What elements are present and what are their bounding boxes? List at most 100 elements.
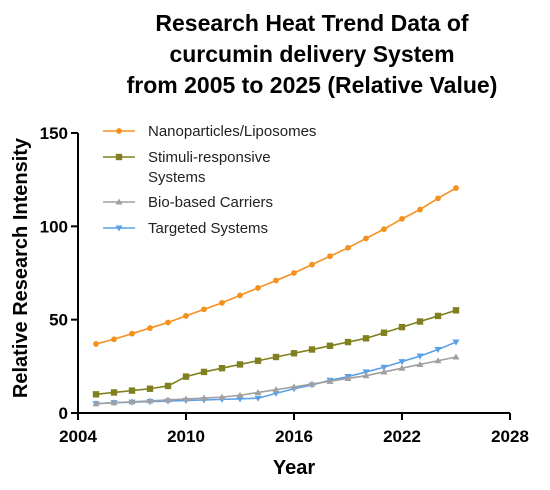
data-point bbox=[165, 319, 171, 326]
data-point bbox=[146, 385, 154, 392]
data-point bbox=[129, 330, 135, 337]
data-point bbox=[416, 353, 424, 360]
data-point bbox=[327, 253, 333, 260]
data-point bbox=[452, 353, 460, 360]
data-point bbox=[164, 396, 172, 403]
data-point bbox=[453, 185, 459, 191]
legend-item-1: Nanoparticles/Liposomes bbox=[103, 123, 316, 140]
data-point bbox=[218, 393, 226, 400]
data-point bbox=[236, 391, 244, 398]
data-point bbox=[182, 395, 190, 402]
series-3 bbox=[92, 353, 460, 407]
legend-label: Systems bbox=[148, 169, 206, 186]
data-point bbox=[344, 338, 352, 346]
legend-label: Stimuli-responsive bbox=[148, 149, 271, 166]
data-point bbox=[237, 292, 243, 299]
data-point bbox=[254, 357, 262, 364]
data-point bbox=[417, 206, 423, 213]
y-tick-label: 150 bbox=[40, 124, 68, 143]
data-point bbox=[254, 395, 262, 402]
data-point bbox=[308, 346, 316, 353]
data-point bbox=[93, 341, 99, 347]
series-line bbox=[95, 187, 457, 345]
axes: 0 50 100 150 2004 2010 2016 2022 2028 bbox=[40, 124, 529, 446]
data-point bbox=[290, 350, 298, 357]
data-point bbox=[452, 339, 460, 346]
data-point bbox=[399, 215, 405, 222]
data-point bbox=[218, 365, 226, 372]
data-point bbox=[110, 389, 118, 396]
legend-swatch-marker bbox=[116, 128, 122, 134]
chart-title: Research Heat Trend Data of curcumin deli… bbox=[127, 10, 498, 98]
data-point bbox=[272, 390, 280, 397]
data-point bbox=[200, 394, 208, 401]
x-tick-label: 2022 bbox=[383, 427, 421, 446]
y-tick-label: 50 bbox=[49, 311, 68, 330]
x-tick-label: 2010 bbox=[167, 427, 205, 446]
legend-label: Nanoparticles/Liposomes bbox=[148, 123, 316, 140]
data-point bbox=[128, 387, 136, 394]
data-point bbox=[254, 388, 262, 396]
data-point bbox=[272, 386, 280, 393]
plot-area bbox=[92, 185, 460, 408]
data-point bbox=[219, 299, 225, 306]
y-axis-label: Relative Research Intensity bbox=[10, 137, 32, 398]
data-point bbox=[110, 399, 118, 406]
data-point bbox=[416, 360, 424, 368]
legend-swatch-marker bbox=[115, 153, 123, 161]
data-point bbox=[92, 400, 100, 407]
y-axis-label-group: Relative Research Intensity bbox=[10, 137, 32, 398]
data-point bbox=[398, 323, 406, 331]
x-tick-label: 2004 bbox=[59, 427, 97, 446]
series-1 bbox=[93, 185, 459, 347]
data-point bbox=[182, 373, 190, 380]
x-tick-label: 2016 bbox=[275, 427, 313, 446]
data-point bbox=[290, 383, 298, 390]
legend-label: Bio-based Carriers bbox=[148, 194, 273, 211]
data-point bbox=[309, 261, 315, 268]
data-point bbox=[434, 346, 442, 354]
data-point bbox=[146, 397, 154, 404]
data-point bbox=[255, 285, 261, 291]
data-point bbox=[380, 368, 388, 375]
legend-item-4: Targeted Systems bbox=[103, 220, 268, 237]
data-point bbox=[345, 244, 351, 251]
data-point bbox=[363, 235, 369, 242]
chart-title-line: from 2005 to 2025 (Relative Value) bbox=[127, 72, 498, 98]
y-tick-label: 100 bbox=[40, 217, 68, 236]
data-point bbox=[434, 312, 442, 320]
data-point bbox=[272, 353, 280, 361]
data-point bbox=[92, 391, 100, 398]
data-point bbox=[380, 329, 388, 336]
data-point bbox=[236, 361, 244, 368]
legend-label: Targeted Systems bbox=[148, 220, 268, 237]
data-point bbox=[164, 382, 172, 390]
data-point bbox=[183, 313, 189, 319]
data-point bbox=[416, 318, 424, 325]
x-tick-label: 2028 bbox=[491, 427, 529, 446]
data-point bbox=[128, 398, 136, 405]
data-point bbox=[273, 277, 279, 284]
data-point bbox=[452, 307, 460, 314]
data-point bbox=[200, 368, 208, 376]
data-point bbox=[111, 336, 117, 343]
data-point bbox=[147, 325, 153, 331]
data-point bbox=[362, 372, 370, 379]
data-point bbox=[362, 335, 370, 342]
data-point bbox=[201, 306, 207, 313]
chart-title-line: curcumin delivery System bbox=[169, 41, 454, 67]
chart-title-line: Research Heat Trend Data of bbox=[155, 10, 469, 36]
data-point bbox=[435, 195, 441, 202]
data-point bbox=[326, 377, 334, 384]
series-4 bbox=[92, 339, 460, 408]
data-point bbox=[381, 226, 387, 233]
series-line bbox=[95, 309, 457, 396]
data-point bbox=[434, 357, 442, 364]
data-point bbox=[326, 342, 334, 349]
data-point bbox=[380, 364, 388, 371]
legend-item-2: Stimuli-responsive Systems bbox=[103, 149, 271, 186]
series-2 bbox=[92, 307, 460, 398]
data-point bbox=[344, 374, 352, 382]
data-point bbox=[398, 364, 406, 371]
